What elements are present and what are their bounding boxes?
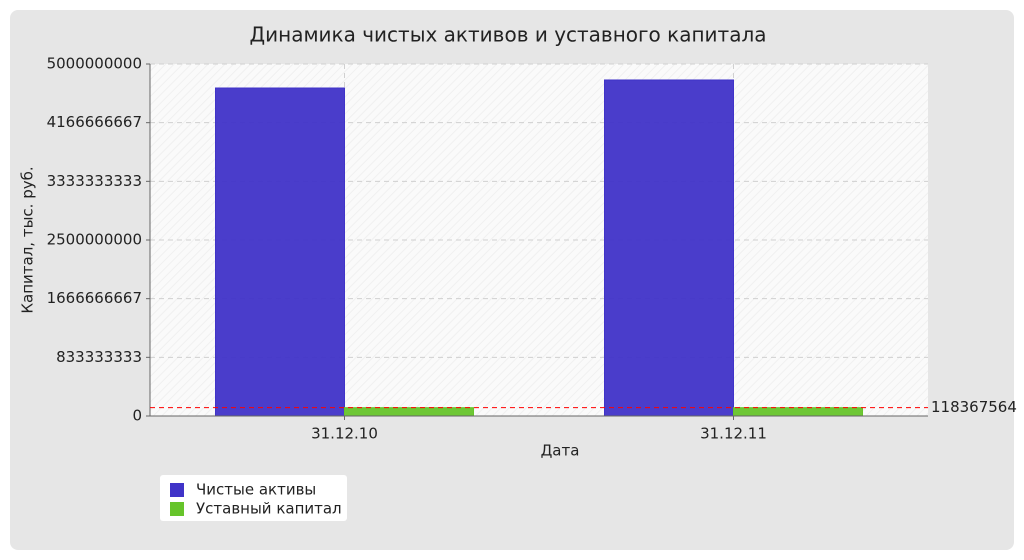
bar [733, 407, 863, 417]
x-tick-label: 31.12.10 [311, 425, 378, 443]
bar [215, 87, 345, 417]
y-tick-label: 5000000000 [47, 55, 142, 73]
y-tick-label: 4166666667 [47, 113, 142, 131]
legend-label: Чистые активы [196, 481, 316, 499]
bar [604, 79, 734, 417]
legend-swatch [170, 483, 184, 497]
y-tick-label: 3333333333 [47, 172, 142, 190]
legend-swatch [170, 502, 184, 516]
chart-title: Динамика чистых активов и уставного капи… [250, 23, 767, 47]
y-tick-label: 1666666667 [47, 289, 142, 307]
y-tick-label: 0 [132, 407, 142, 425]
bar [344, 407, 474, 417]
x-tick-label: 31.12.11 [700, 425, 767, 443]
y-tick-label: 833333333 [56, 348, 142, 366]
legend-label: Уставный капитал [196, 500, 342, 518]
y-tick-label: 2500000000 [47, 231, 142, 249]
x-axis-label: Дата [541, 442, 580, 460]
y-axis-label: Капитал, тыс. руб. [19, 166, 37, 313]
threshold-label: 118367564 [931, 398, 1017, 416]
legend [160, 475, 347, 521]
